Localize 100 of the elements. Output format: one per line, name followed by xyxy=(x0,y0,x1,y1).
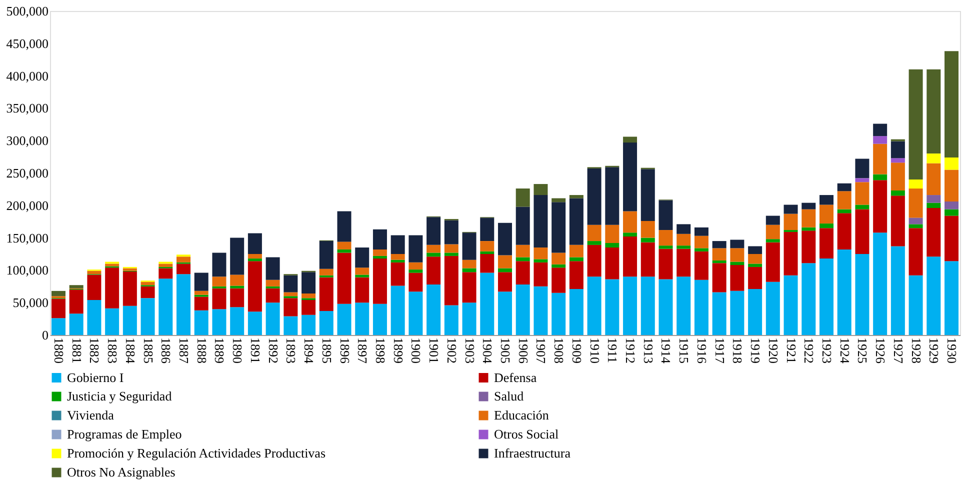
bar xyxy=(248,312,262,335)
bar xyxy=(623,211,638,233)
bar xyxy=(516,257,530,262)
x-tick-label: 1881 xyxy=(69,338,84,364)
bar xyxy=(426,244,441,253)
bar xyxy=(658,248,673,280)
bar xyxy=(890,158,905,163)
bar xyxy=(712,263,726,292)
bar xyxy=(623,276,638,335)
bar xyxy=(122,271,137,306)
bar xyxy=(248,261,262,312)
bar xyxy=(87,270,102,274)
bar xyxy=(355,302,370,335)
bar xyxy=(319,241,334,269)
bar xyxy=(426,217,441,245)
bar xyxy=(640,238,655,242)
y-tick-label: 450,000 xyxy=(6,36,48,51)
bar xyxy=(444,244,458,253)
x-tick-label: 1897 xyxy=(355,338,370,364)
bar xyxy=(873,174,888,180)
bar xyxy=(676,248,691,277)
x-tick-label: 1915 xyxy=(676,338,692,364)
bar xyxy=(926,69,941,154)
x-tick-label: 1923 xyxy=(819,338,834,364)
bar xyxy=(444,220,458,244)
bar xyxy=(302,300,316,315)
bar xyxy=(516,206,530,245)
bar xyxy=(284,316,298,335)
legend-label: Vivienda xyxy=(67,408,114,422)
bar xyxy=(855,178,870,182)
bar xyxy=(873,144,888,174)
bar xyxy=(534,262,548,286)
bar xyxy=(534,259,548,262)
bar xyxy=(640,169,655,221)
bar xyxy=(230,288,244,308)
bar xyxy=(944,261,959,335)
x-tick-label: 1903 xyxy=(462,338,478,364)
bar xyxy=(158,268,173,279)
bar xyxy=(176,264,191,274)
x-tick-label: 1904 xyxy=(480,338,496,364)
bar xyxy=(266,257,280,280)
legend-label: Promoción y Regulación Actividades Productivas xyxy=(67,446,326,460)
legend-label: Salud xyxy=(494,388,524,404)
bar xyxy=(748,254,762,264)
y-tick-label: 0 xyxy=(42,328,48,342)
bar xyxy=(444,256,458,306)
bar xyxy=(819,224,834,228)
bar xyxy=(194,290,208,295)
bar xyxy=(802,263,816,335)
x-tick-label: 1927 xyxy=(890,338,906,364)
bar xyxy=(266,288,280,303)
bar xyxy=(569,198,584,245)
bar xyxy=(462,260,476,268)
bar xyxy=(230,274,244,286)
bar xyxy=(498,255,512,268)
bar xyxy=(944,51,959,158)
bar xyxy=(498,292,512,335)
bar xyxy=(194,310,208,335)
bar xyxy=(444,305,458,335)
legend-label: Educación xyxy=(494,408,550,422)
bar xyxy=(444,252,458,256)
bar xyxy=(944,202,959,210)
bar xyxy=(176,256,191,262)
bar xyxy=(390,235,405,254)
x-tick-label: 1912 xyxy=(623,338,638,364)
bar xyxy=(534,248,548,260)
bar xyxy=(248,254,262,259)
bar xyxy=(534,195,548,248)
bar xyxy=(890,196,905,246)
bar xyxy=(426,252,441,257)
bar xyxy=(516,188,530,207)
y-tick-label: 400,000 xyxy=(6,68,48,84)
bar xyxy=(552,292,566,335)
bar xyxy=(284,275,298,292)
bar xyxy=(498,268,512,272)
bar xyxy=(730,262,744,266)
bar xyxy=(569,288,584,335)
bar xyxy=(890,162,905,190)
bar xyxy=(266,302,280,335)
bar xyxy=(712,260,726,264)
x-tick-label: 1922 xyxy=(802,338,817,364)
bar xyxy=(569,195,584,198)
bar xyxy=(926,208,941,257)
bar xyxy=(658,230,673,246)
bar xyxy=(569,257,584,262)
bar xyxy=(802,230,816,264)
x-tick-label: 1905 xyxy=(498,338,513,364)
bar xyxy=(712,248,726,260)
x-tick-label: 1930 xyxy=(944,338,960,364)
bar xyxy=(587,276,602,335)
bar xyxy=(319,268,334,276)
bar xyxy=(69,285,84,288)
bar xyxy=(480,272,494,335)
bar xyxy=(605,248,620,280)
bar xyxy=(694,236,708,248)
bar xyxy=(730,265,744,291)
bar xyxy=(730,290,744,335)
bar xyxy=(944,170,959,202)
bar xyxy=(105,308,120,335)
bar xyxy=(694,227,708,236)
